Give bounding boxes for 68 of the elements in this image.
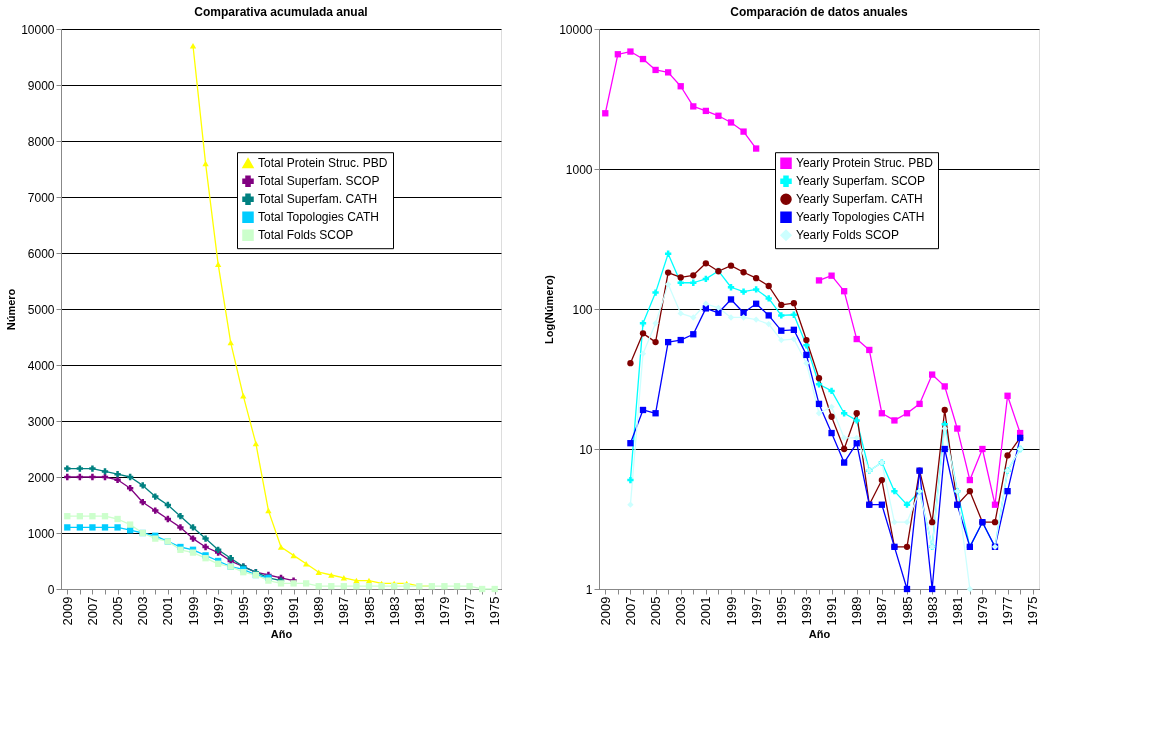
- legend-label: Total Superfam. SCOP: [258, 174, 380, 189]
- y-axis-title: Número: [5, 288, 18, 331]
- x-tick-label: 1987: [874, 596, 890, 626]
- x-tick-label: 1977: [1000, 596, 1016, 626]
- x-tick-label: 2001: [160, 596, 176, 626]
- x-tick-label: 1993: [798, 596, 814, 626]
- x-axis-title: Año: [808, 628, 831, 641]
- y-tick-label: 0: [47, 582, 55, 597]
- x-tick-label: 1991: [286, 596, 302, 626]
- x-tick-label: 1975: [487, 596, 503, 626]
- y-tick-label: 2000: [27, 470, 55, 485]
- x-tick-label: 1999: [723, 596, 739, 626]
- x-tick-label: 1981: [949, 596, 965, 626]
- x-tick-label: 2007: [84, 596, 100, 626]
- legend-label: Yearly Folds SCOP: [796, 228, 899, 243]
- y-tick-label: 6000: [27, 246, 55, 261]
- x-tick-label: 1985: [361, 596, 377, 626]
- x-tick-label: 1983: [386, 596, 402, 626]
- legend-label: Total Topologies CATH: [258, 210, 379, 225]
- y-tick-label: 10000: [21, 22, 55, 37]
- y-tick-label: 10000: [559, 22, 593, 37]
- x-tick-label: 1995: [773, 596, 789, 626]
- x-tick-label: 1997: [748, 596, 764, 626]
- chart-title: Comparativa acumulada anual: [194, 5, 368, 19]
- x-tick-label: 2005: [110, 596, 126, 626]
- x-tick-label: 2003: [135, 596, 151, 626]
- x-tick-label: 2003: [673, 596, 689, 626]
- legend-label: Yearly Superfam. CATH: [796, 192, 923, 207]
- x-tick-label: 1987: [336, 596, 352, 626]
- x-tick-label: 2007: [622, 596, 638, 626]
- x-tick-label: 1979: [436, 596, 452, 626]
- y-tick-label: 10: [579, 442, 593, 457]
- legend-label: Total Folds SCOP: [258, 228, 354, 243]
- x-tick-label: 2001: [698, 596, 714, 626]
- y-tick-label: 100: [572, 302, 593, 317]
- x-tick-label: 1995: [235, 596, 251, 626]
- x-tick-label: 1977: [462, 596, 478, 626]
- y-tick-label: 3000: [27, 414, 55, 429]
- legend-label: Total Superfam. CATH: [258, 192, 378, 207]
- legend-label: Yearly Superfam. SCOP: [796, 174, 925, 189]
- y-tick-label: 8000: [27, 134, 55, 149]
- y-axis-title: Log(Número): [543, 274, 556, 345]
- x-axis-title: Año: [270, 628, 293, 641]
- x-tick-label: 1993: [260, 596, 276, 626]
- y-tick-label: 1000: [565, 162, 593, 177]
- y-tick-label: 5000: [27, 302, 55, 317]
- x-tick-label: 1999: [185, 596, 201, 626]
- x-tick-label: 1989: [311, 596, 327, 626]
- y-tick-label: 7000: [27, 190, 55, 205]
- y-tick-label: 4000: [27, 358, 55, 373]
- x-tick-label: 2009: [597, 596, 613, 626]
- chart-title: Comparación de datos anuales: [730, 5, 909, 19]
- legend-label: Yearly Topologies CATH: [796, 210, 925, 225]
- x-tick-label: 1985: [899, 596, 915, 626]
- x-tick-label: 1991: [824, 596, 840, 626]
- legend-label: Yearly Protein Struc. PBD: [796, 156, 934, 171]
- x-tick-label: 1983: [924, 596, 940, 626]
- y-tick-label: 1000: [27, 526, 55, 541]
- y-tick-label: 1: [585, 582, 593, 597]
- y-tick-label: 9000: [27, 78, 55, 93]
- x-tick-label: 2005: [648, 596, 664, 626]
- x-tick-label: 1997: [210, 596, 226, 626]
- x-tick-label: 2009: [59, 596, 75, 626]
- x-tick-label: 1989: [849, 596, 865, 626]
- x-tick-label: 1975: [1025, 596, 1041, 626]
- x-tick-label: 1979: [974, 596, 990, 626]
- x-tick-label: 1981: [411, 596, 427, 626]
- legend-label: Total Protein Struc. PBD: [258, 156, 388, 171]
